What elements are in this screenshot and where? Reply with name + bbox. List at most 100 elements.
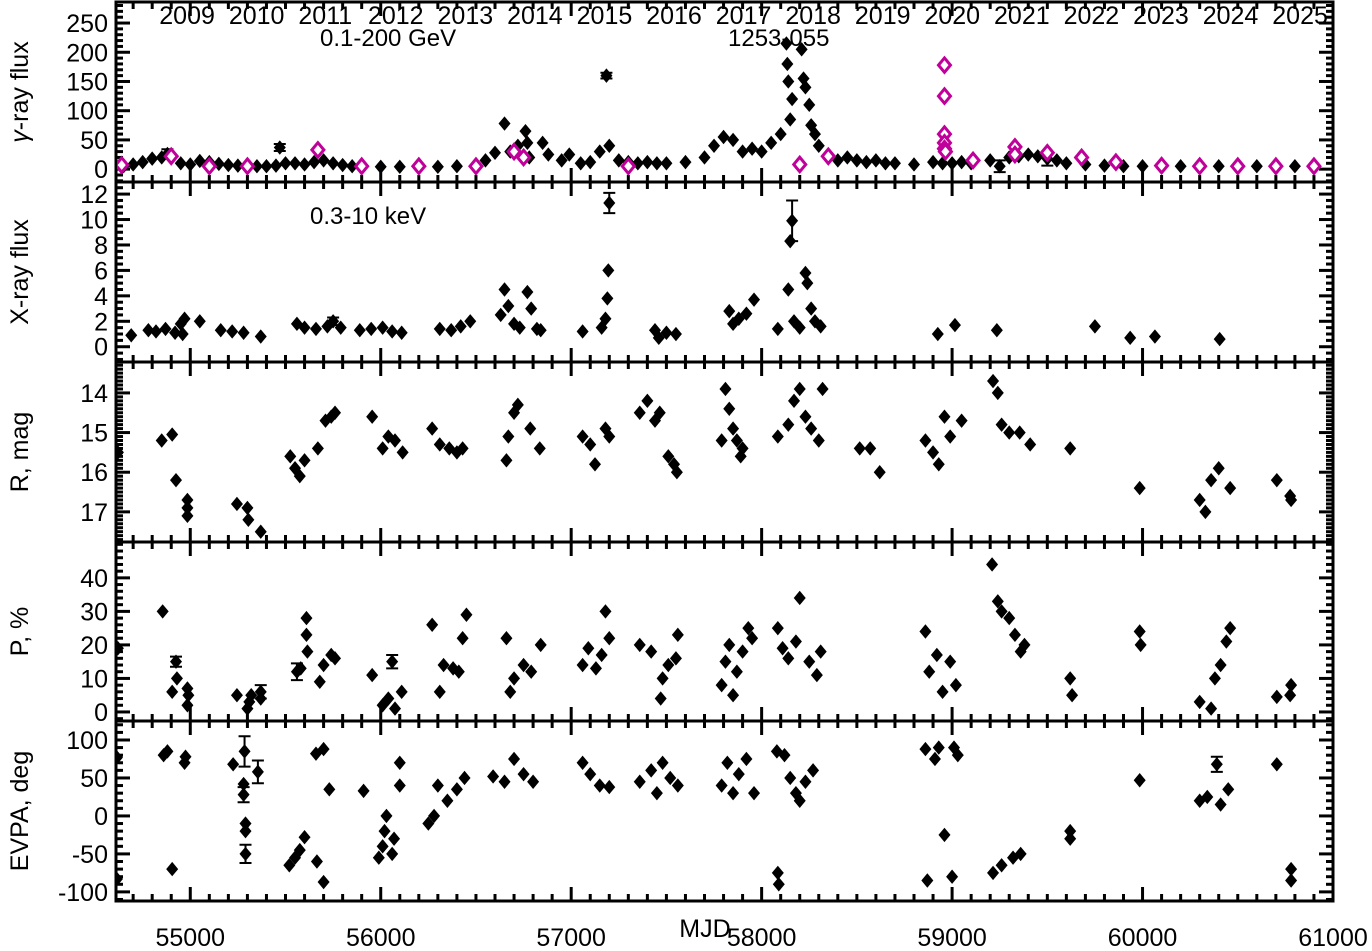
- data-point: [784, 112, 797, 127]
- data-point: [1133, 480, 1146, 496]
- data-point: [372, 850, 385, 865]
- data-point: [938, 827, 951, 843]
- data-point: [995, 417, 1008, 432]
- data-series: [117, 735, 1298, 892]
- data-point: [1153, 156, 1170, 176]
- data-point: [645, 644, 658, 659]
- data-point: [521, 284, 534, 300]
- data-point: [533, 441, 546, 456]
- data-point: [376, 441, 389, 456]
- data-point: [293, 842, 306, 858]
- data-point: [334, 320, 347, 335]
- data-point: [786, 91, 799, 107]
- data-point: [944, 429, 957, 444]
- data-point: [799, 409, 812, 424]
- data-point: [927, 445, 940, 460]
- data-point: [732, 766, 745, 782]
- data-point: [1024, 437, 1037, 452]
- data-point: [336, 157, 349, 173]
- data-point: [641, 393, 654, 409]
- data-point: [951, 747, 964, 763]
- data-point: [782, 651, 795, 666]
- y-tick-label: 50: [80, 765, 108, 793]
- data-point: [353, 156, 370, 176]
- data-point: [238, 744, 251, 759]
- data-point: [517, 657, 530, 673]
- data-point: [1008, 627, 1021, 643]
- data-point: [479, 153, 492, 168]
- data-point: [984, 153, 997, 168]
- data-point: [746, 141, 759, 156]
- data-point: [298, 320, 311, 335]
- data-point: [1133, 624, 1146, 639]
- data-point: [662, 449, 675, 464]
- data-point: [389, 701, 402, 716]
- data-point: [789, 634, 802, 649]
- data-point: [117, 871, 123, 887]
- data-point: [376, 698, 389, 713]
- data-point: [793, 381, 806, 397]
- y-tick-label: 10: [80, 665, 108, 693]
- data-point: [193, 314, 206, 329]
- data-point: [142, 322, 155, 338]
- data-point: [178, 755, 191, 770]
- data-point: [730, 433, 743, 448]
- data-point: [1224, 620, 1237, 636]
- data-point: [250, 159, 263, 174]
- data-point: [273, 140, 286, 155]
- data-point: [1003, 425, 1016, 440]
- data-point: [603, 195, 616, 211]
- year-label: 2021: [994, 2, 1050, 30]
- data-point: [1212, 461, 1225, 476]
- data-point: [230, 496, 243, 512]
- data-point: [380, 808, 393, 824]
- data-point: [1214, 797, 1227, 812]
- data-point: [504, 684, 517, 700]
- data-point: [805, 421, 818, 436]
- data-point: [740, 306, 753, 321]
- data-point: [582, 641, 595, 656]
- data-point: [654, 691, 667, 706]
- data-point: [1088, 319, 1101, 334]
- data-point: [260, 159, 273, 174]
- y-tick-label: 250: [66, 10, 108, 38]
- data-point: [803, 97, 816, 113]
- data-point: [506, 142, 523, 162]
- data-point: [127, 157, 140, 172]
- data-point: [995, 604, 1008, 619]
- y-tick-label: 40: [80, 565, 108, 593]
- y-tick-label: 30: [80, 598, 108, 626]
- data-point: [410, 156, 427, 176]
- data-point: [1124, 330, 1137, 346]
- data-point: [938, 409, 951, 424]
- data-point: [736, 441, 749, 456]
- data-point: [991, 594, 1004, 609]
- data-point: [508, 671, 521, 686]
- data-point: [166, 427, 179, 442]
- data-point: [789, 785, 802, 801]
- data-point: [396, 445, 409, 460]
- data-point: [593, 778, 606, 793]
- data-point: [181, 492, 194, 508]
- data-point: [698, 150, 711, 165]
- data-point: [325, 647, 338, 663]
- data-point: [919, 624, 932, 639]
- data-point: [513, 320, 526, 335]
- data-point: [736, 144, 749, 159]
- data-point: [1193, 694, 1206, 710]
- data-point: [489, 145, 502, 160]
- data-point: [456, 441, 469, 456]
- data-point: [740, 751, 753, 767]
- data-point: [294, 661, 307, 676]
- data-point: [241, 500, 254, 516]
- data-point: [181, 681, 194, 696]
- data-point: [433, 321, 446, 337]
- data-point: [300, 610, 313, 626]
- data-point: [170, 671, 183, 686]
- data-point: [450, 782, 463, 797]
- data-point: [727, 785, 740, 801]
- data-point: [1270, 472, 1283, 488]
- data-point: [498, 282, 511, 297]
- data-point: [801, 275, 814, 291]
- data-point: [386, 324, 399, 339]
